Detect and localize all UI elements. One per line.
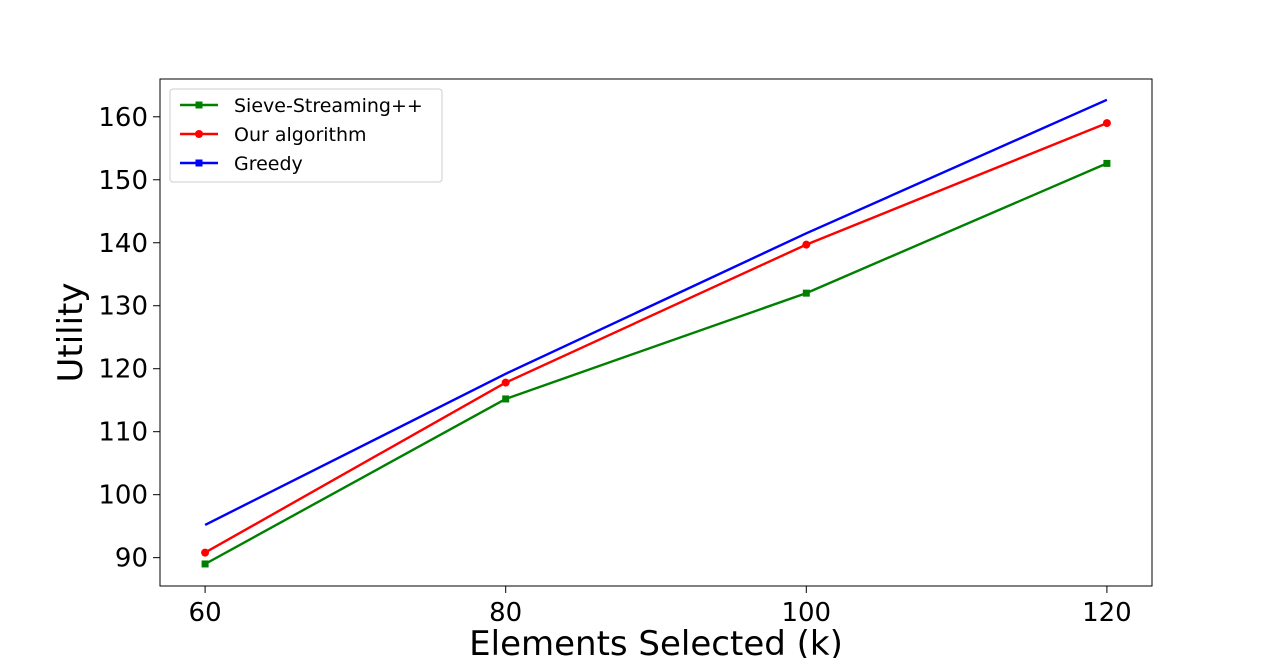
legend-label: Greedy bbox=[234, 153, 303, 175]
legend-box bbox=[169, 88, 443, 183]
data-point bbox=[502, 395, 510, 403]
data-point bbox=[802, 289, 810, 297]
legend-marker bbox=[195, 101, 203, 109]
legend-item-2: Greedy bbox=[180, 153, 303, 175]
series-line bbox=[204, 162, 1108, 566]
legend-label: Sieve-Streaming++ bbox=[234, 95, 423, 117]
legend-label: Our algorithm bbox=[234, 124, 367, 146]
legend-item-1: Our algorithm bbox=[180, 124, 367, 146]
x-tick-label: 60 bbox=[189, 598, 222, 628]
legend-item-0: Sieve-Streaming++ bbox=[180, 95, 423, 117]
series-2 bbox=[204, 98, 1108, 526]
y-tick-label: 160 bbox=[98, 103, 148, 133]
y-tick-label: 90 bbox=[115, 544, 148, 574]
legend-marker bbox=[195, 159, 203, 167]
series-layer bbox=[201, 98, 1111, 568]
data-point bbox=[201, 548, 210, 557]
data-point bbox=[802, 240, 811, 249]
y-tick-label: 120 bbox=[98, 355, 148, 385]
data-point bbox=[201, 560, 209, 568]
plot-area bbox=[159, 78, 1153, 587]
x-tick-label: 80 bbox=[489, 598, 522, 628]
y-tick-label: 150 bbox=[98, 166, 148, 196]
y-tick-label: 110 bbox=[98, 418, 148, 448]
x-tick-label: 100 bbox=[781, 598, 831, 628]
ticks-layer: 60 80 100 120 90 100 110 120 130 140 150 160 bbox=[98, 103, 1131, 628]
series-1 bbox=[201, 119, 1111, 557]
x-tick-label: 120 bbox=[1082, 598, 1132, 628]
x-axis-title: Elements Selected (k) bbox=[469, 624, 843, 658]
legend-marker bbox=[195, 130, 203, 138]
series-line bbox=[204, 98, 1108, 526]
legend: Sieve-Streaming++ Our algorithm Greedy bbox=[169, 88, 443, 183]
y-axis-title: Utility bbox=[51, 282, 91, 382]
series-0 bbox=[201, 159, 1111, 568]
y-tick-label: 140 bbox=[98, 229, 148, 259]
plot-frame bbox=[159, 78, 1153, 587]
series-line bbox=[204, 121, 1108, 554]
data-point bbox=[501, 378, 510, 387]
y-tick-label: 130 bbox=[98, 292, 148, 322]
y-tick-label: 100 bbox=[98, 481, 148, 511]
data-point bbox=[1102, 119, 1111, 128]
data-point bbox=[1103, 159, 1111, 167]
